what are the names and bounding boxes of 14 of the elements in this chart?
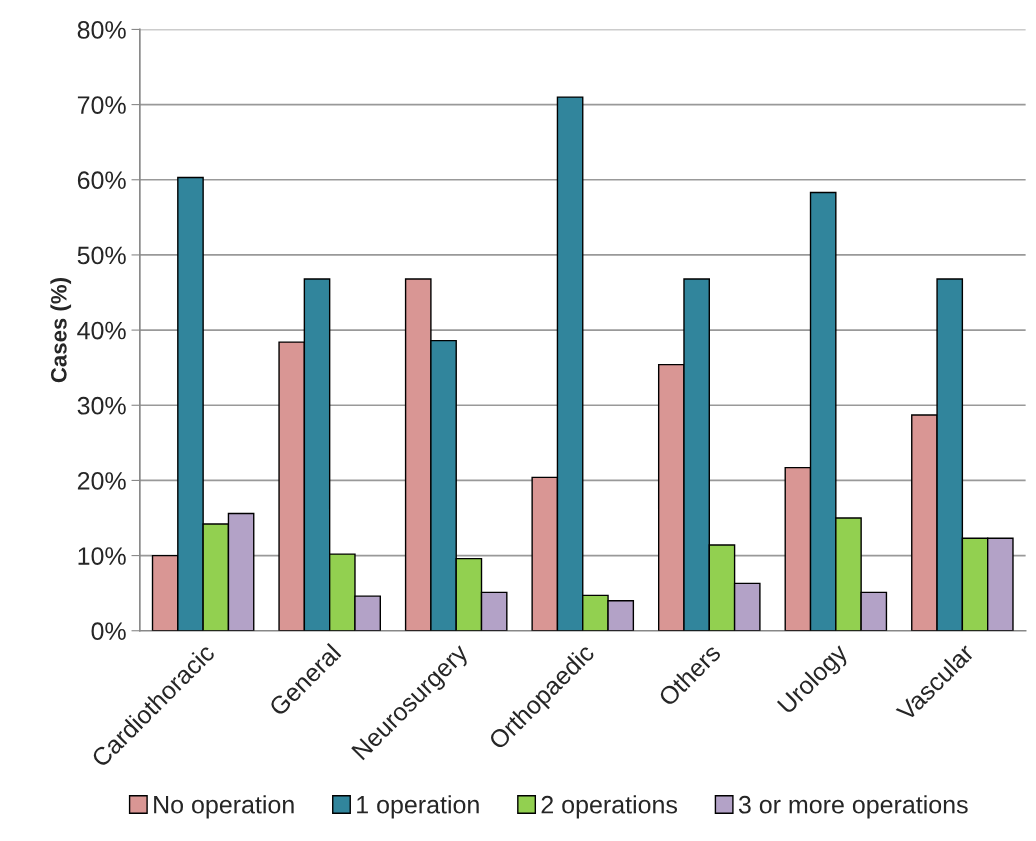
y-tick-label: 10% (78, 547, 126, 565)
y-axis-title: Cases (%) (50, 278, 72, 383)
y-tick-label: 0% (91, 622, 126, 641)
legend-label: 2 operations (541, 795, 678, 819)
legend-label: 3 or more operations (738, 795, 968, 819)
y-tick-label: 60% (77, 171, 126, 190)
y-tick-label: 80% (77, 21, 126, 39)
y-tick-label: 40% (77, 321, 126, 340)
y-tick-label: 30% (77, 396, 126, 415)
legend-label: 1 operation (357, 795, 479, 819)
y-tick-label: 50% (77, 246, 126, 265)
y-tick-label: 20% (77, 472, 126, 490)
legend-label: No operation (154, 795, 294, 819)
y-tick-label: 70% (77, 96, 126, 114)
